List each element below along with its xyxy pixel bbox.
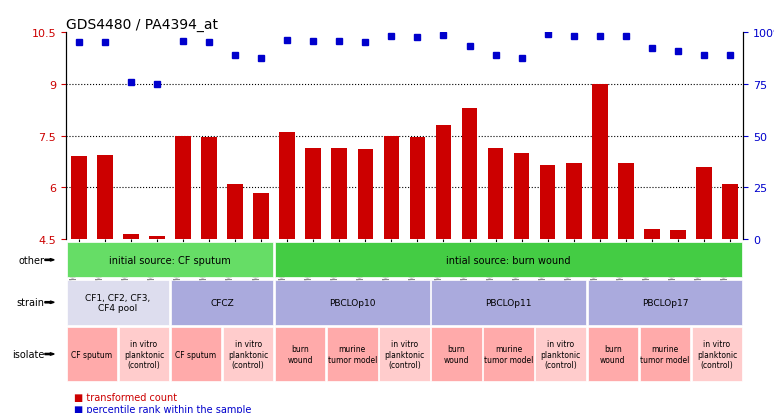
Text: in vitro
planktonic
(control): in vitro planktonic (control) [124, 339, 164, 369]
Bar [384, 136, 399, 240]
Text: GDS4480 / PA4394_at: GDS4480 / PA4394_at [66, 18, 217, 32]
Text: in vitro
planktonic
(control): in vitro planktonic (control) [228, 339, 269, 369]
Bar [279, 133, 295, 240]
Text: ■ percentile rank within the sample: ■ percentile rank within the sample [74, 404, 251, 413]
Text: ■ transformed count: ■ transformed count [74, 392, 176, 402]
Bar [201, 138, 217, 240]
Bar [540, 166, 556, 240]
Bar [409, 138, 425, 240]
Text: PBCLOp17: PBCLOp17 [642, 298, 688, 307]
Text: murine
tumor model: murine tumor model [640, 344, 690, 364]
Text: isolate: isolate [12, 349, 44, 359]
Bar [722, 185, 738, 240]
Text: burn
wound: burn wound [600, 344, 625, 364]
Bar [696, 167, 712, 240]
Text: burn
wound: burn wound [444, 344, 469, 364]
Bar [670, 231, 686, 240]
Bar [358, 150, 373, 240]
Bar [462, 109, 478, 240]
Bar [592, 85, 608, 240]
Bar [566, 164, 581, 240]
Text: burn
wound: burn wound [287, 344, 313, 364]
Text: murine
tumor model: murine tumor model [327, 344, 377, 364]
Bar [488, 148, 503, 240]
Text: CF1, CF2, CF3,
CF4 pool: CF1, CF2, CF3, CF4 pool [85, 293, 150, 312]
Text: in vitro
planktonic
(control): in vitro planktonic (control) [540, 339, 580, 369]
Text: in vitro
planktonic
(control): in vitro planktonic (control) [384, 339, 425, 369]
Text: strain: strain [16, 297, 44, 308]
Bar [228, 185, 243, 240]
Bar [123, 235, 139, 240]
Bar [644, 229, 659, 240]
Text: murine
tumor model: murine tumor model [484, 344, 533, 364]
Text: CF sputum: CF sputum [71, 350, 112, 358]
Bar [97, 155, 113, 240]
Text: other: other [18, 255, 44, 265]
Text: intial source: burn wound: intial source: burn wound [447, 255, 571, 265]
Text: initial source: CF sputum: initial source: CF sputum [109, 255, 231, 265]
Text: PBCLOp11: PBCLOp11 [485, 298, 532, 307]
Bar [331, 148, 347, 240]
Text: CFCZ: CFCZ [211, 298, 234, 307]
Bar [436, 126, 451, 240]
Text: PBCLOp10: PBCLOp10 [329, 298, 375, 307]
Text: in vitro
planktonic
(control): in vitro planktonic (control) [697, 339, 737, 369]
Bar [71, 157, 87, 240]
Bar [175, 136, 191, 240]
Bar [149, 236, 165, 240]
Text: CF sputum: CF sputum [176, 350, 217, 358]
Bar [514, 154, 529, 240]
Bar [253, 193, 269, 240]
Bar [618, 164, 634, 240]
Bar [306, 148, 321, 240]
